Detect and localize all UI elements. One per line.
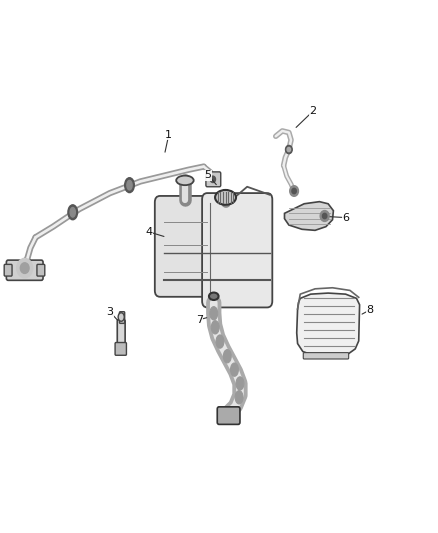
Text: 6: 6 [342, 213, 349, 223]
Ellipse shape [209, 293, 219, 300]
Ellipse shape [216, 335, 224, 348]
FancyBboxPatch shape [217, 407, 240, 424]
FancyBboxPatch shape [7, 260, 43, 280]
Text: 3: 3 [106, 306, 113, 317]
Circle shape [290, 185, 298, 196]
FancyBboxPatch shape [303, 353, 349, 359]
Text: 7: 7 [196, 314, 203, 325]
FancyBboxPatch shape [206, 172, 221, 187]
Polygon shape [297, 293, 360, 357]
Text: 2: 2 [309, 106, 316, 116]
FancyBboxPatch shape [4, 264, 12, 276]
Ellipse shape [176, 175, 194, 185]
FancyBboxPatch shape [202, 193, 272, 308]
FancyBboxPatch shape [117, 320, 125, 345]
Ellipse shape [68, 205, 78, 220]
Ellipse shape [210, 306, 218, 320]
FancyBboxPatch shape [37, 264, 45, 276]
Circle shape [286, 146, 292, 154]
FancyBboxPatch shape [155, 196, 218, 297]
Text: 8: 8 [366, 305, 373, 315]
Ellipse shape [211, 321, 219, 334]
Text: 4: 4 [145, 227, 153, 237]
Polygon shape [285, 201, 333, 230]
Circle shape [20, 263, 29, 273]
Text: 5: 5 [205, 170, 212, 180]
Text: 1: 1 [165, 130, 172, 140]
Ellipse shape [215, 190, 236, 205]
Ellipse shape [236, 377, 244, 390]
Circle shape [210, 176, 215, 182]
Ellipse shape [223, 350, 231, 363]
Circle shape [322, 213, 327, 219]
Ellipse shape [230, 363, 238, 376]
Ellipse shape [127, 180, 132, 190]
Circle shape [287, 148, 290, 152]
FancyBboxPatch shape [115, 343, 127, 356]
Circle shape [320, 211, 329, 221]
FancyBboxPatch shape [120, 312, 125, 324]
Ellipse shape [125, 177, 134, 192]
Circle shape [292, 188, 296, 193]
Ellipse shape [70, 207, 75, 217]
Ellipse shape [235, 391, 243, 404]
Circle shape [17, 259, 32, 278]
Ellipse shape [118, 313, 124, 321]
